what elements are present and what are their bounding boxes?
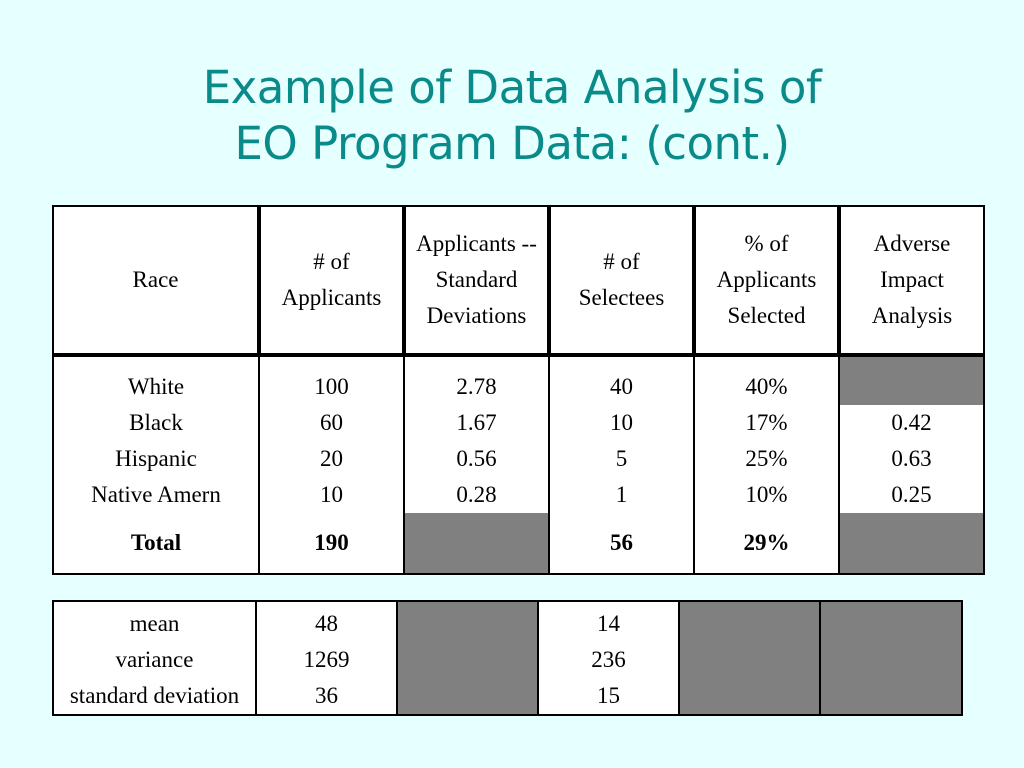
total-selectees: 56 [548, 513, 694, 574]
stats-selectees: 14 [537, 601, 679, 642]
total-adverse-shaded [838, 513, 984, 574]
total-sd-shaded [403, 513, 549, 574]
percent-cell: 25% [693, 441, 839, 477]
adverse-cell: 0.63 [838, 441, 984, 477]
adverse-cell: 0.25 [838, 477, 984, 513]
race-cell: White [53, 355, 259, 405]
stats-row: standard deviation 36 15 [53, 678, 962, 715]
stats-row: variance 1269 236 [53, 642, 962, 678]
stats-percent-shaded [678, 642, 820, 678]
stats-selectees: 236 [537, 642, 679, 678]
sd-cell: 2.78 [403, 355, 549, 405]
stats-applicants: 36 [255, 678, 397, 715]
stats-adverse-shaded [819, 601, 962, 642]
header-standard-deviations: Applicants -- Standard Deviations [402, 206, 549, 357]
stats-row: mean 48 14 [53, 601, 962, 642]
percent-cell: 17% [693, 405, 839, 441]
total-row: Total 190 56 29% [53, 513, 984, 574]
header-applicants: # of Applicants [257, 206, 404, 357]
race-cell: Hispanic [53, 441, 259, 477]
title-line-2: EO Program Data: (cont.) [234, 117, 790, 170]
stats-label: variance [53, 642, 256, 678]
total-label: Total [53, 513, 259, 574]
applicants-cell: 100 [258, 355, 404, 405]
race-cell: Black [53, 405, 259, 441]
stats-adverse-shaded [819, 678, 962, 715]
selectees-cell: 5 [548, 441, 694, 477]
stats-percent-shaded [678, 678, 820, 715]
sd-cell: 0.56 [403, 441, 549, 477]
header-adverse-impact: Adverse Impact Analysis [837, 206, 985, 357]
stats-adverse-shaded [819, 642, 962, 678]
sd-cell: 0.28 [403, 477, 549, 513]
adverse-cell: 0.42 [838, 405, 984, 441]
table-row: Hispanic 20 0.56 5 25% 0.63 [53, 441, 984, 477]
stats-applicants: 1269 [255, 642, 397, 678]
stats-sd-shaded [396, 601, 538, 642]
total-percent: 29% [693, 513, 839, 574]
stats-percent-shaded [678, 601, 820, 642]
stats-selectees: 15 [537, 678, 679, 715]
stats-applicants: 48 [255, 601, 397, 642]
applicants-cell: 20 [258, 441, 404, 477]
selectees-cell: 1 [548, 477, 694, 513]
percent-cell: 40% [693, 355, 839, 405]
summary-stats-table: mean 48 14 variance 1269 236 standard de… [52, 600, 963, 716]
percent-cell: 10% [693, 477, 839, 513]
slide-title: Example of Data Analysis of EO Program D… [0, 60, 1024, 172]
stats-label: standard deviation [53, 678, 256, 715]
table-row: White 100 2.78 40 40% [53, 355, 984, 405]
table-header-row: Race # of Applicants Applicants -- Stand… [53, 206, 985, 357]
header-percent-selected: % of Applicants Selected [692, 206, 839, 357]
applicants-cell: 10 [258, 477, 404, 513]
selectees-cell: 10 [548, 405, 694, 441]
table-row: Native Amern 10 0.28 1 10% 0.25 [53, 477, 984, 513]
race-data-table: Race # of Applicants Applicants -- Stand… [52, 205, 985, 575]
stats-sd-shaded [396, 678, 538, 715]
header-race: Race [53, 206, 259, 357]
title-line-1: Example of Data Analysis of [202, 61, 822, 114]
selectees-cell: 40 [548, 355, 694, 405]
applicants-cell: 60 [258, 405, 404, 441]
adverse-cell-shaded [838, 355, 984, 405]
sd-cell: 1.67 [403, 405, 549, 441]
stats-sd-shaded [396, 642, 538, 678]
stats-label: mean [53, 601, 256, 642]
header-selectees: # of Selectees [547, 206, 694, 357]
table-row: Black 60 1.67 10 17% 0.42 [53, 405, 984, 441]
race-cell: Native Amern [53, 477, 259, 513]
total-applicants: 190 [258, 513, 404, 574]
